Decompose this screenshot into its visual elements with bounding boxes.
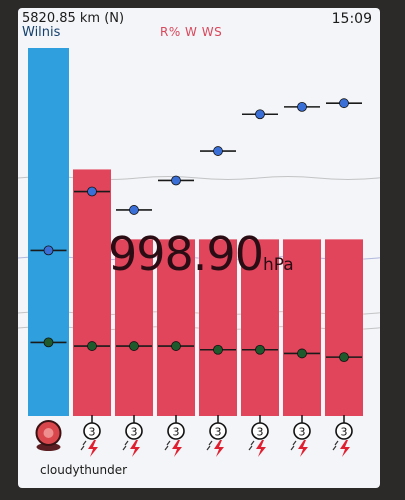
- condition-label: cloudythunder: [40, 463, 128, 477]
- lightning-bolt-icon: [130, 440, 140, 457]
- rain-streaks-icon: [290, 440, 297, 451]
- rain-streaks-icon: [122, 440, 129, 451]
- bottom-marker: [255, 344, 265, 355]
- forecast-bar: [115, 239, 153, 416]
- thunder-3-icon: [251, 422, 269, 440]
- thunder-icon-label: 3: [215, 426, 222, 439]
- cloudy-thunder-icon-shadow: [36, 443, 61, 451]
- rain-streaks-icon: [164, 440, 171, 451]
- top-marker: [87, 186, 97, 197]
- pressure-readout: 998.90hPa: [108, 227, 294, 281]
- bottom-marker: [87, 341, 97, 351]
- thunder-3-icon: [209, 422, 227, 440]
- top-marker: [339, 98, 349, 109]
- bottom-marker: [297, 348, 307, 359]
- bottom-marker: [339, 352, 349, 363]
- cloudy-thunder-icon-core: [43, 428, 54, 438]
- thunder-icon-label: 3: [257, 426, 264, 439]
- thunder-3-icon: [293, 422, 311, 440]
- rain-streaks-icon: [332, 440, 339, 451]
- bottom-marker: [171, 341, 181, 351]
- forecast-bar: [73, 169, 111, 416]
- top-marker: [43, 245, 54, 256]
- current-bar: [28, 48, 69, 416]
- top-marker: [255, 109, 265, 120]
- top-marker: [171, 175, 181, 186]
- thunder-icon-label: 3: [299, 426, 306, 439]
- rain-streaks-icon: [248, 440, 255, 451]
- device-screen: 3 3 3 3 3 3 3 5820.85 km (N) Wilnis R% W WS 15…: [18, 8, 380, 488]
- thunder-icon-label: 3: [341, 426, 348, 439]
- rain-streaks-icon: [206, 440, 213, 451]
- top-marker: [129, 205, 139, 215]
- rain-streaks-icon: [80, 440, 87, 451]
- thunder-3-icon: [335, 422, 353, 440]
- forecast-bar: [199, 239, 237, 416]
- pressure-unit: hPa: [262, 255, 294, 275]
- lightning-bolt-icon: [298, 440, 308, 457]
- lightning-bolt-icon: [340, 440, 350, 457]
- distance-label: 5820.85 km (N): [22, 11, 125, 26]
- forecast-bar: [283, 239, 321, 416]
- guide-line: [18, 176, 380, 180]
- bottom-marker: [129, 341, 139, 351]
- lightning-bolt-icon: [256, 440, 266, 457]
- forecast-chart: 3 3 3 3 3 3 3: [18, 48, 380, 457]
- thunder-icon-label: 3: [131, 426, 138, 439]
- bottom-marker: [213, 344, 223, 355]
- thunder-3-icon: [83, 422, 101, 440]
- forecast-bar: [325, 239, 363, 416]
- thunder-icon-label: 3: [89, 426, 96, 439]
- thunder-3-icon: [167, 422, 185, 440]
- thunder-icon-label: 3: [173, 426, 180, 439]
- pressure-value: 998.90: [108, 227, 264, 281]
- forecast-bar: [241, 239, 279, 416]
- thunder-3-icon: [125, 422, 143, 440]
- forecast-bar: [157, 239, 195, 416]
- location-label: Wilnis: [22, 25, 61, 40]
- top-marker: [213, 146, 223, 156]
- legend-label: R% W WS: [160, 25, 223, 39]
- bottom-marker: [43, 337, 54, 348]
- lightning-bolt-icon: [214, 440, 224, 457]
- lightning-bolt-icon: [172, 440, 182, 457]
- clock: 15:09: [331, 11, 372, 27]
- top-marker: [297, 101, 307, 112]
- lightning-bolt-icon: [88, 440, 98, 457]
